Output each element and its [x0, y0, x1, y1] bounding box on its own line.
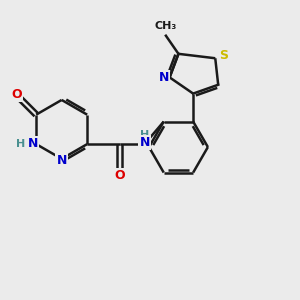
Text: N: N [140, 136, 150, 149]
Text: N: N [56, 154, 67, 167]
Text: O: O [114, 169, 125, 182]
Text: N: N [27, 137, 38, 150]
Text: O: O [12, 88, 22, 100]
Text: CH₃: CH₃ [154, 21, 176, 31]
Text: N: N [158, 71, 169, 84]
Text: H: H [16, 139, 26, 148]
Text: H: H [140, 130, 149, 140]
Text: S: S [219, 49, 228, 62]
